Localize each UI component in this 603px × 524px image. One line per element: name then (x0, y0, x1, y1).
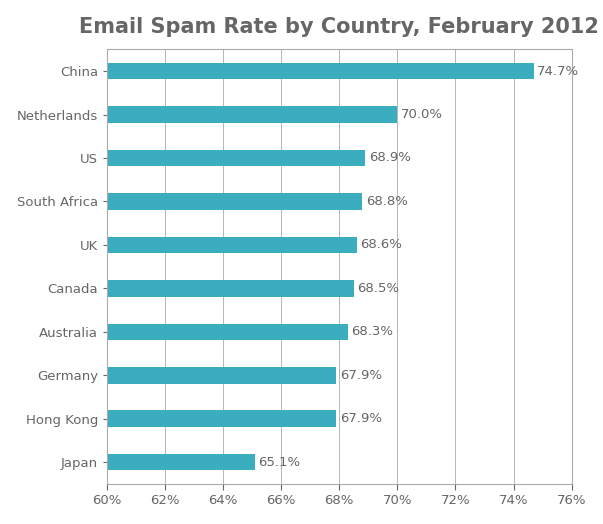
Bar (107, 237, 357, 253)
Bar (107, 63, 534, 79)
Text: 68.9%: 68.9% (369, 151, 411, 165)
Bar (107, 323, 348, 340)
Text: 68.6%: 68.6% (360, 238, 402, 252)
Text: 67.9%: 67.9% (340, 369, 382, 382)
Text: 68.8%: 68.8% (366, 195, 408, 208)
Title: Email Spam Rate by Country, February 2012: Email Spam Rate by Country, February 201… (80, 17, 599, 37)
Text: 74.7%: 74.7% (537, 64, 579, 78)
Text: 70.0%: 70.0% (401, 108, 443, 121)
Text: 68.5%: 68.5% (357, 282, 399, 295)
Bar (107, 150, 365, 166)
Bar (107, 454, 255, 471)
Bar (107, 106, 397, 123)
Text: 67.9%: 67.9% (340, 412, 382, 425)
Bar (107, 367, 336, 384)
Bar (107, 280, 354, 297)
Bar (107, 410, 336, 427)
Text: 68.3%: 68.3% (352, 325, 394, 339)
Bar (107, 193, 362, 210)
Text: 65.1%: 65.1% (259, 456, 301, 468)
